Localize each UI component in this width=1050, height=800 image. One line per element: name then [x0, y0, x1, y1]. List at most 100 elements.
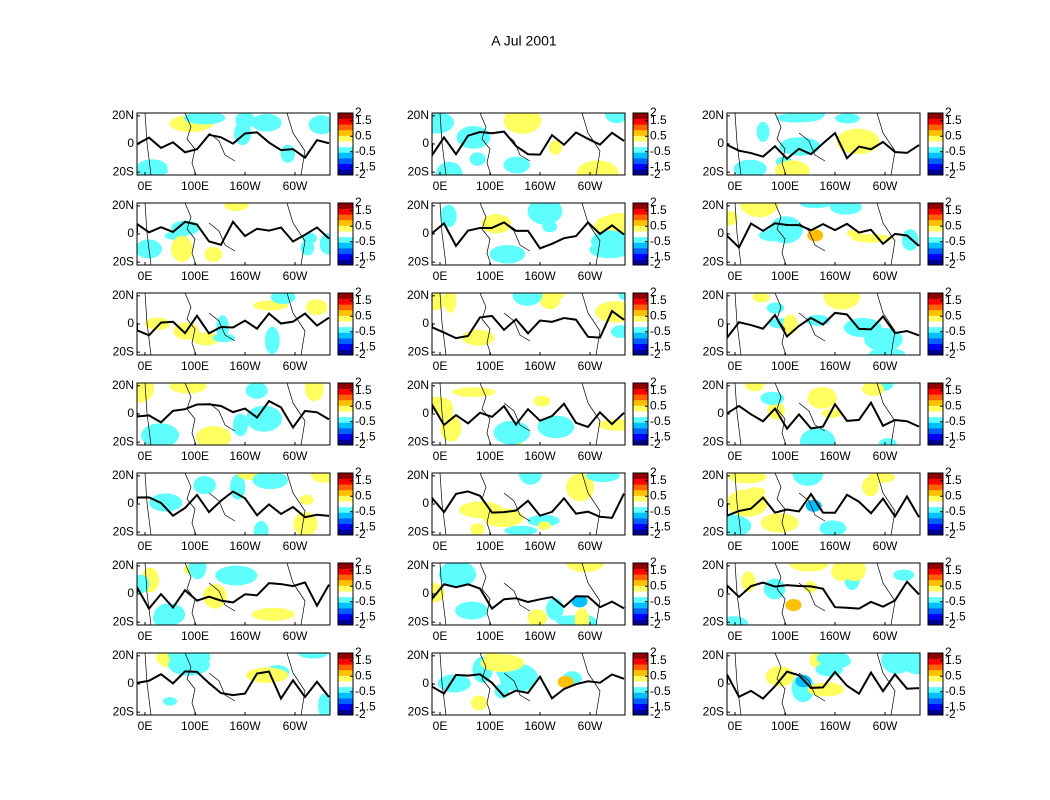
colorbar-segment: [928, 163, 943, 170]
anomaly-patch: [756, 121, 770, 142]
y-tick-label: 20S: [113, 434, 134, 448]
x-tick-label: 0E: [433, 719, 448, 733]
coastline: [439, 563, 601, 625]
x-tick-label: 0E: [433, 539, 448, 553]
x-tick-label: 100E: [181, 539, 209, 553]
colorbar-segment: [928, 135, 943, 142]
colorbar-segment: [338, 619, 353, 626]
anomaly-core: [785, 598, 802, 611]
anomaly-patch: [863, 328, 903, 351]
colorbar-segment: [633, 388, 648, 395]
map-field: [137, 383, 330, 445]
y-tick-label: 20S: [113, 614, 134, 628]
anomaly-patch: [188, 563, 207, 580]
colorbar-segment: [633, 219, 648, 226]
anomaly-patch: [224, 203, 249, 212]
x-tick-label: 0E: [728, 269, 743, 283]
map-field: [727, 563, 920, 625]
colorbar-segment: [633, 383, 648, 389]
colorbar-segment: [928, 506, 943, 513]
colorbar-segment: [633, 343, 648, 350]
contour: [137, 312, 330, 337]
x-tick-label: 0E: [433, 269, 448, 283]
colorbar-tick-label: 1.5: [355, 473, 372, 487]
colorbar-tick-label: -0.5: [650, 324, 671, 338]
coastline: [439, 113, 601, 175]
colorbar-segment: [928, 512, 943, 519]
anomaly-patch: [769, 216, 803, 244]
x-tick-label: 60W: [578, 359, 603, 373]
y-tick-label: 20N: [702, 198, 724, 212]
anomaly-patch: [215, 565, 258, 586]
colorbar-tick-label: 1.5: [945, 563, 962, 577]
anomaly-patch: [819, 520, 847, 535]
contour: [727, 580, 920, 610]
colorbar-tick-label: 0.5: [945, 488, 962, 502]
colorbar-segment: [633, 304, 648, 311]
colorbar-segment: [633, 141, 648, 148]
colorbar-tick-label: 0.5: [355, 308, 372, 322]
colorbar-segment: [633, 405, 648, 412]
anomaly-patch: [149, 493, 183, 512]
x-tick-label: 160W: [524, 269, 556, 283]
anomaly-patch: [807, 387, 837, 409]
colorbar-tick-label: -2: [650, 437, 661, 451]
anomaly-patch: [162, 697, 177, 706]
y-tick-label: 20N: [112, 198, 134, 212]
anomaly-patch: [779, 137, 821, 156]
colorbar-segment: [928, 332, 943, 339]
y-tick-label: 20N: [112, 288, 134, 302]
colorbar-segment: [338, 208, 353, 215]
colorbar-segment: [338, 399, 353, 406]
colorbar-segment: [338, 501, 353, 508]
x-tick-label: 100E: [476, 719, 504, 733]
colorbar-tick-label: 2: [355, 375, 362, 389]
y-tick-label: 20N: [702, 288, 724, 302]
y-tick-label: 20S: [113, 164, 134, 178]
coastline: [439, 653, 601, 715]
colorbar-segment: [633, 248, 648, 255]
colorbar-tick-label: -2: [355, 707, 366, 721]
colorbar-tick-label: -2: [945, 437, 956, 451]
x-tick-label: 60W: [578, 539, 603, 553]
colorbar-segment: [338, 248, 353, 255]
colorbar-segment: [633, 653, 648, 659]
anomaly-patch: [834, 113, 860, 124]
anomaly-patch: [774, 160, 810, 175]
x-tick-label: 160W: [819, 359, 851, 373]
y-tick-label: 0: [717, 406, 724, 420]
anomaly-patch: [253, 520, 269, 535]
colorbar-tick-label: -0.5: [650, 414, 671, 428]
colorbar-tick-label: -1.5: [355, 519, 376, 533]
anomaly-patch: [586, 473, 620, 482]
x-tick-label: 160W: [229, 449, 261, 463]
anomaly-patch: [299, 494, 314, 505]
anomaly-core: [807, 229, 824, 242]
colorbar-tick-label: 2: [650, 105, 657, 119]
colorbar-segment: [928, 253, 943, 260]
colorbar-segment: [338, 675, 353, 682]
colorbar-tick-label: 1.5: [650, 563, 667, 577]
x-tick-label: 100E: [771, 719, 799, 733]
colorbar-frame: [632, 562, 649, 626]
colorbar-tick-label: -2: [650, 167, 661, 181]
y-tick-label: 20N: [407, 108, 429, 122]
coastline: [439, 203, 601, 265]
x-tick-label: 60W: [283, 269, 308, 283]
colorbar-segment: [928, 523, 943, 530]
colorbar-segment: [633, 439, 648, 446]
colorbar-segment: [633, 669, 648, 676]
colorbar-segment: [928, 298, 943, 305]
x-tick-label: 100E: [771, 449, 799, 463]
anomaly-patch: [310, 473, 330, 483]
colorbar-segment: [338, 484, 353, 491]
x-tick-label: 160W: [229, 179, 261, 193]
colorbar-tick-label: 2: [650, 465, 657, 479]
x-tick-label: 60W: [283, 359, 308, 373]
colorbar-segment: [928, 658, 943, 665]
colorbar-segment: [633, 135, 648, 142]
colorbar-tick-label: -2: [650, 707, 661, 721]
colorbar-segment: [633, 428, 648, 435]
colorbar-tick-label: 2: [355, 285, 362, 299]
colorbar-segment: [928, 225, 943, 232]
